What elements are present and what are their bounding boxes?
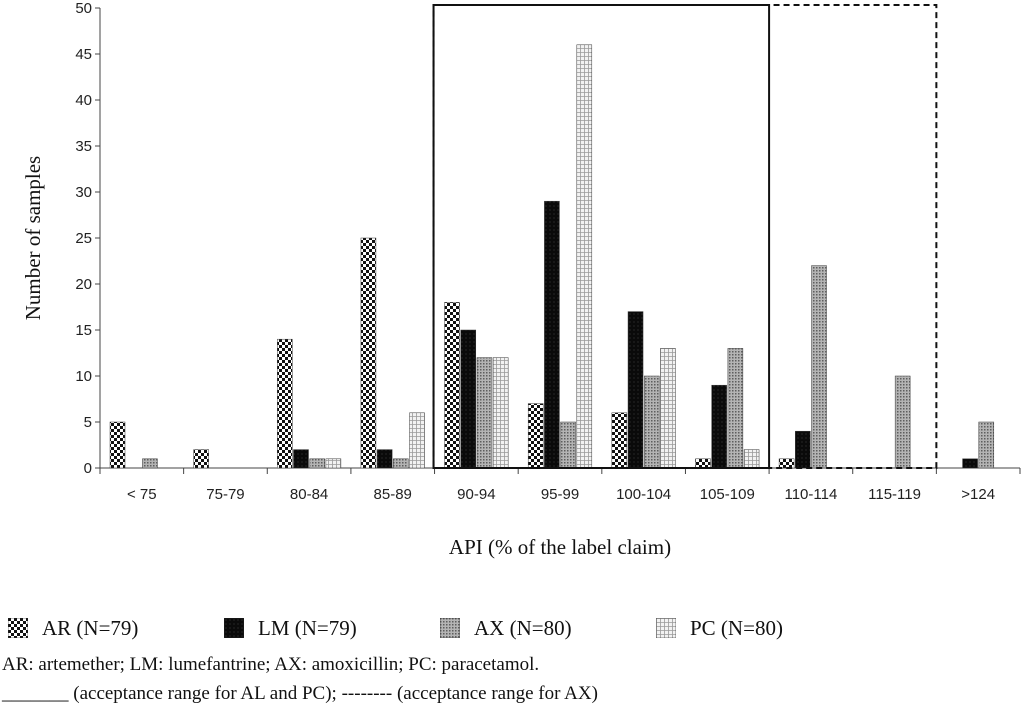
bar-ar-6 xyxy=(611,412,628,469)
bar-ax-6 xyxy=(643,375,660,469)
x-tick-label: 110-114 xyxy=(784,486,837,503)
legend-swatch-ax xyxy=(440,618,460,638)
x-tick-label: 105-109 xyxy=(700,486,755,503)
bar-lm-5 xyxy=(544,200,560,469)
bar-pc-5 xyxy=(576,44,593,469)
bar-lm-7 xyxy=(711,384,727,469)
bar-lm-8 xyxy=(795,430,811,469)
bar-ar-7 xyxy=(695,458,711,469)
bar-ax-3 xyxy=(393,458,409,469)
bar-ar-8 xyxy=(778,458,795,469)
bar-lm-3 xyxy=(376,449,393,469)
y-tick-label: 5 xyxy=(84,414,92,431)
legend-item-ax: AX (N=80) xyxy=(440,608,572,648)
x-tick-label: 85-89 xyxy=(374,486,412,503)
y-tick-label: 40 xyxy=(75,92,92,109)
legend-swatch-ar xyxy=(8,618,28,638)
bar-ax-7 xyxy=(727,348,744,469)
x-tick-label: 100-104 xyxy=(616,486,671,503)
x-tick-label: >124 xyxy=(961,486,995,503)
x-tick-label: 95-99 xyxy=(541,486,579,503)
bar-pc-6 xyxy=(660,348,676,469)
bar-chart: 0 5 10 15 20 25 30 35 40 45 50 < 75 75-79 80-84 85-89 9… xyxy=(21,0,1021,559)
x-tick-label: 75-79 xyxy=(206,486,244,503)
bar-ar-5 xyxy=(527,403,544,469)
legend-swatch-pc xyxy=(656,618,676,638)
x-tick-label: 80-84 xyxy=(290,486,328,503)
abbreviation-note: AR: artemether; LM: lumefantrine; AX: am… xyxy=(2,654,540,675)
bar-ar-4 xyxy=(444,302,460,469)
bar-ar-0 xyxy=(109,421,126,469)
bar-pc-4 xyxy=(492,357,509,469)
acceptance-range-ax xyxy=(432,4,938,469)
bar-ax-0 xyxy=(142,458,158,469)
x-tick-label: < 75 xyxy=(127,486,157,503)
y-tick-label: 15 xyxy=(75,322,92,339)
bar-ax-5 xyxy=(560,421,576,469)
y-tick-label: 45 xyxy=(75,46,92,63)
bar-ax-10 xyxy=(978,421,995,469)
legend-label-ax: AX (N=80) xyxy=(474,615,572,640)
y-tick-label: 20 xyxy=(75,276,92,293)
bar-pc-3 xyxy=(409,412,425,469)
bar-ar-3 xyxy=(360,237,377,469)
x-tick-label: 90-94 xyxy=(457,486,495,503)
bar-lm-10 xyxy=(962,458,978,469)
legend-item-pc: PC (N=80) xyxy=(656,608,783,648)
bar-lm-2 xyxy=(293,449,309,469)
range-note: _______ (acceptance range for AL and PC)… xyxy=(2,683,598,704)
y-tick-label: 35 xyxy=(75,138,92,155)
bar-ax-4 xyxy=(476,357,493,469)
bar-ax-8 xyxy=(811,265,827,469)
x-tick-label: 115-119 xyxy=(868,486,921,503)
bar-ax-2 xyxy=(309,458,325,469)
legend: AR (N=79) LM (N=79) AX (N=80) PC (N=80) xyxy=(0,608,1024,648)
bar-pc-2 xyxy=(325,458,342,469)
bar-pc-7 xyxy=(743,449,760,469)
legend-label-ar: AR (N=79) xyxy=(42,615,139,640)
legend-label-lm: LM (N=79) xyxy=(258,615,357,640)
y-axis-title: Number of samples xyxy=(21,156,45,320)
bar-ar-2 xyxy=(277,338,293,469)
legend-label-pc: PC (N=80) xyxy=(690,615,783,640)
y-tick-label: 50 xyxy=(75,0,92,17)
bar-ar-1 xyxy=(193,449,209,469)
x-axis-title: API (% of the label claim) xyxy=(449,535,671,559)
bar-ax-9 xyxy=(894,375,911,469)
y-tick-label: 0 xyxy=(84,460,92,477)
y-tick-label: 30 xyxy=(75,184,92,201)
legend-swatch-lm xyxy=(224,618,244,638)
y-tick-label: 10 xyxy=(75,368,92,385)
y-tick-label: 25 xyxy=(75,230,92,247)
bar-lm-4 xyxy=(460,329,477,469)
legend-item-lm: LM (N=79) xyxy=(224,608,357,648)
legend-item-ar: AR (N=79) xyxy=(8,608,138,648)
bar-lm-6 xyxy=(627,311,644,469)
